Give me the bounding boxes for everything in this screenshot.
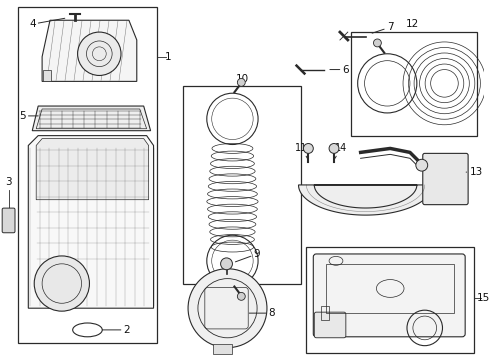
Text: 14: 14 (335, 143, 347, 158)
Text: 6: 6 (330, 64, 349, 75)
Circle shape (77, 32, 121, 76)
Text: 12: 12 (406, 19, 419, 29)
Bar (183, 86, 301, 284)
Circle shape (373, 39, 381, 47)
Text: 15: 15 (477, 293, 490, 303)
Circle shape (34, 256, 90, 311)
FancyBboxPatch shape (314, 312, 346, 338)
Polygon shape (32, 106, 150, 131)
Text: 5: 5 (19, 111, 38, 121)
Circle shape (188, 269, 267, 348)
FancyBboxPatch shape (2, 208, 15, 233)
Text: 4: 4 (29, 18, 65, 29)
Text: 10: 10 (236, 75, 249, 84)
Polygon shape (298, 185, 433, 215)
Bar (43, 69, 51, 81)
Bar (321, 306, 329, 320)
Polygon shape (28, 136, 153, 308)
Polygon shape (36, 139, 148, 200)
Circle shape (329, 144, 339, 153)
Bar (213, 344, 232, 354)
Bar (326, 264, 454, 313)
Text: 11: 11 (295, 143, 308, 158)
Circle shape (303, 144, 313, 153)
Bar (306, 247, 474, 352)
Bar (351, 32, 477, 136)
Text: 9: 9 (235, 249, 260, 262)
FancyBboxPatch shape (423, 153, 468, 204)
Text: 3: 3 (5, 177, 12, 187)
Circle shape (237, 78, 245, 86)
Circle shape (237, 292, 245, 300)
Polygon shape (42, 20, 137, 81)
Bar (19, 8, 156, 343)
Text: 1: 1 (165, 52, 172, 62)
Text: 7: 7 (372, 22, 393, 33)
Text: 2: 2 (102, 325, 130, 335)
Circle shape (416, 159, 428, 171)
FancyBboxPatch shape (313, 254, 465, 337)
Text: 8: 8 (249, 308, 275, 318)
Text: 13: 13 (466, 167, 483, 177)
Circle shape (220, 258, 232, 270)
